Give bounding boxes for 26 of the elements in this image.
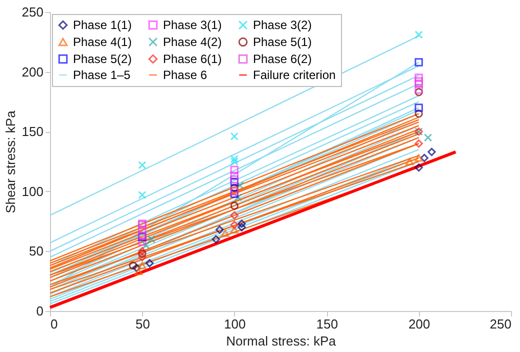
legend-label: Phase 6: [163, 68, 208, 82]
legend-label: Phase 5(1): [253, 35, 312, 49]
legend-label: Phase 5(2): [73, 52, 132, 66]
y-tick-label: 250: [22, 4, 44, 20]
x-tick-label: 0: [50, 316, 58, 332]
y-tick-label: 100: [22, 184, 44, 199]
legend-label: Phase 4(1): [73, 35, 132, 49]
x-tick-label: 250: [490, 316, 512, 332]
x-tick-label: 100: [224, 316, 246, 332]
y-axis-title: Shear stress: kPa: [2, 110, 18, 214]
legend-label: Phase 3(2): [253, 18, 312, 32]
x-tick-label: 200: [408, 316, 430, 332]
legend-label: Phase 3(1): [163, 18, 222, 32]
legend-label: Phase 6(2): [253, 52, 312, 66]
y-tick-label: 50: [29, 244, 44, 259]
legend-label: Phase 1–5: [73, 68, 131, 82]
x-tick-label: 150: [316, 316, 338, 332]
legend-label: Failure criterion: [253, 68, 336, 82]
y-tick-label: 200: [22, 64, 44, 80]
legend-label: Phase 6(1): [163, 52, 222, 66]
x-axis-title: Normal stress: kPa: [226, 334, 337, 348]
legend-label: Phase 1(1): [73, 18, 132, 32]
legend-label: Phase 4(2): [163, 35, 222, 49]
y-tick-label: 0: [36, 304, 44, 318]
y-tick-label: 150: [22, 124, 44, 140]
x-tick-label: 50: [135, 316, 150, 332]
